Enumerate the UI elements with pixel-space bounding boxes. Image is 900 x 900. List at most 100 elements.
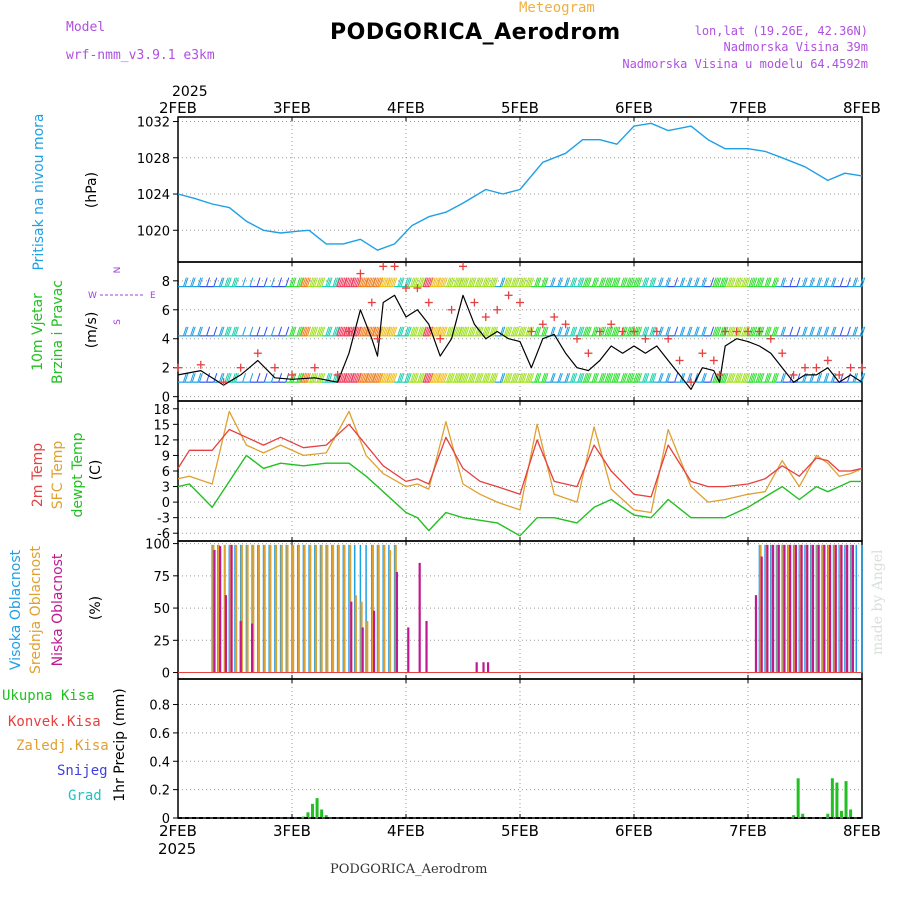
gust-marker bbox=[459, 262, 467, 271]
precip-bar bbox=[311, 803, 315, 818]
wind-barb-flag bbox=[213, 373, 218, 383]
wind-barb-flag bbox=[334, 277, 339, 287]
wind-barb bbox=[451, 326, 463, 337]
wind-barb-flag bbox=[508, 326, 513, 337]
wind-barb bbox=[329, 277, 340, 288]
wind-barb-flag bbox=[737, 277, 742, 287]
wind-barb-flag bbox=[537, 326, 542, 337]
wind-barb-flag bbox=[746, 373, 751, 383]
wind-barb-flag bbox=[341, 373, 346, 383]
wind-barb-flag bbox=[463, 326, 468, 337]
wind-barb bbox=[588, 277, 599, 288]
wind-barb-flag bbox=[854, 326, 859, 337]
precip-bar bbox=[796, 778, 800, 818]
wind-barb bbox=[350, 277, 362, 288]
y-tick-label: 12 bbox=[153, 434, 170, 449]
wind-barb-flag bbox=[400, 326, 405, 337]
wind-barb-flag bbox=[393, 373, 398, 383]
wind-barb bbox=[192, 373, 203, 383]
wind-barb-flag bbox=[365, 277, 370, 287]
wind-barb bbox=[509, 277, 520, 288]
wind-barb-flag bbox=[443, 326, 448, 337]
wind-barb-flag bbox=[510, 277, 515, 287]
wind-barb bbox=[221, 277, 232, 288]
wind-barb bbox=[250, 326, 261, 337]
wind-barb-flag bbox=[485, 277, 490, 287]
wind-barb-flag bbox=[418, 373, 423, 383]
wind-barb bbox=[833, 277, 844, 288]
wind-barb bbox=[293, 373, 304, 383]
wind-barb-flag bbox=[321, 373, 326, 383]
wind-barb-flag bbox=[566, 277, 571, 287]
wind-barb-flag bbox=[332, 277, 337, 287]
model-elevation-label: Nadmorska Visina u modelu 64.4592m bbox=[622, 57, 868, 71]
x-tick-label-bottom: 2FEB bbox=[159, 822, 197, 840]
wind-barb-flag bbox=[714, 277, 719, 287]
wind-barb-flag bbox=[688, 326, 693, 337]
wind-barb-flag bbox=[494, 326, 499, 337]
wind-barb-flag bbox=[465, 326, 470, 337]
wind-barb-flag bbox=[622, 277, 627, 287]
wind-barb bbox=[696, 326, 707, 337]
wind-barb-flag bbox=[430, 326, 435, 337]
elevation-label: Nadmorska Visina 39m bbox=[723, 40, 869, 54]
wind-barb bbox=[451, 277, 463, 288]
wind-barb-flag bbox=[447, 373, 452, 383]
wind-barb-flag bbox=[633, 373, 638, 383]
wind-barb-flag bbox=[410, 373, 415, 383]
wind-barb-flag bbox=[593, 373, 598, 383]
wind-barb-flag bbox=[429, 373, 434, 383]
wind-barb-flag bbox=[738, 326, 743, 337]
wind-barb-flag bbox=[372, 373, 377, 383]
wind-barb-flag bbox=[613, 373, 618, 383]
footer-station: PODGORICA_Aerodrom bbox=[330, 862, 488, 877]
wind-barb-flag bbox=[600, 277, 605, 287]
wind-barb-flag bbox=[440, 326, 445, 337]
gust-marker bbox=[493, 305, 502, 314]
wind-barb-flag bbox=[234, 326, 239, 337]
wind-barb bbox=[466, 373, 477, 383]
wind-barb-flag bbox=[767, 326, 772, 337]
wind-barb-flag bbox=[744, 373, 749, 383]
wind-barb-flag bbox=[270, 277, 275, 287]
wind-barb bbox=[444, 277, 455, 288]
wind-barb-flag bbox=[404, 373, 409, 383]
wind-barb-flag bbox=[224, 373, 229, 383]
wind-barb bbox=[214, 326, 225, 337]
wind-barb bbox=[386, 326, 398, 337]
wind-barb-flag bbox=[613, 277, 618, 287]
gust-marker bbox=[356, 269, 365, 278]
wind-barb-flag bbox=[803, 277, 808, 287]
wind-barb-flag bbox=[600, 373, 605, 383]
precip-bar bbox=[839, 810, 843, 818]
wind-barb bbox=[358, 373, 369, 383]
wind-barb-flag bbox=[728, 277, 733, 287]
wind-barb bbox=[444, 373, 455, 383]
wind-barb-flag bbox=[197, 373, 202, 383]
gust-marker bbox=[538, 320, 547, 329]
wind-barb-flag bbox=[191, 326, 196, 337]
wind-barb bbox=[818, 277, 830, 288]
wind-barb bbox=[250, 373, 261, 383]
wind-barb-flag bbox=[773, 277, 778, 287]
wind-barb bbox=[437, 277, 448, 288]
gust-marker bbox=[641, 334, 650, 343]
wind-barb-flag bbox=[550, 277, 555, 287]
wind-barb-flag bbox=[645, 373, 650, 383]
wind-barb-flag bbox=[426, 373, 431, 383]
wind-barb-flag bbox=[361, 326, 366, 337]
wind-barb bbox=[401, 373, 412, 383]
wind-barb-flag bbox=[364, 373, 369, 383]
wind-barb bbox=[689, 277, 700, 288]
wind-barb-flag bbox=[825, 277, 830, 287]
wind-barb-flag bbox=[233, 277, 238, 287]
wind-barb-flag bbox=[296, 326, 301, 337]
wind-barb-flag bbox=[231, 373, 236, 383]
wind-barb-flag bbox=[602, 326, 607, 337]
y-tick-label: 0 bbox=[162, 667, 170, 682]
wind-speed-line bbox=[177, 294, 863, 390]
wind-barb-flag bbox=[512, 326, 517, 337]
wind-barb bbox=[372, 373, 383, 383]
wind-barb-flag bbox=[362, 373, 367, 383]
x-tick-label-top: 8FEB bbox=[843, 99, 881, 117]
